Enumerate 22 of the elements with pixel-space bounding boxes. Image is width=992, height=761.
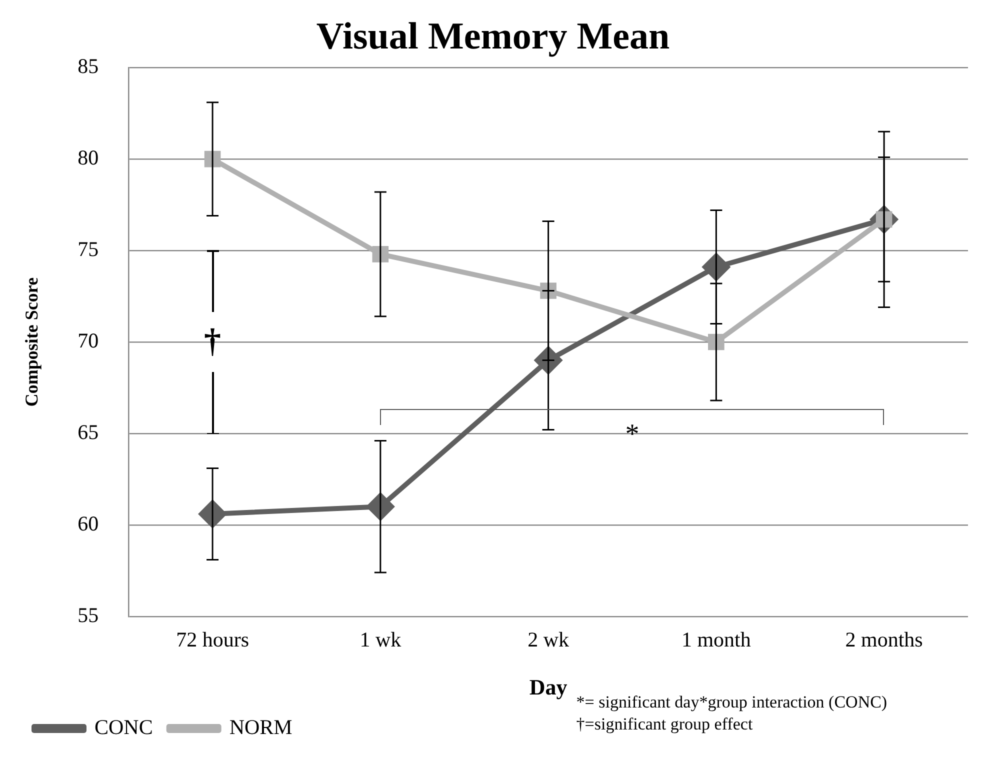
text: †=significant group effect <box>576 714 753 734</box>
y-axis-title: Composite Score <box>21 277 42 407</box>
y-tick-label: 55 <box>78 602 99 627</box>
x-tick-label: 72 hours <box>176 628 249 652</box>
x-axis-title: Day <box>529 674 568 700</box>
y-tick-label: 60 <box>78 511 99 536</box>
x-tick-label: 1 wk <box>360 628 402 652</box>
chart-title: Visual Memory Mean <box>316 16 670 58</box>
x-tick-label: 2 months <box>845 628 923 652</box>
y-tick-label: 70 <box>78 328 99 353</box>
y-tick-label: 85 <box>78 54 99 78</box>
x-tick-label: 2 wk <box>528 628 570 652</box>
annotation: * <box>624 418 640 452</box>
text: *= significant day*group interaction (CONC) <box>576 692 888 712</box>
legend-label: NORM <box>229 715 293 740</box>
point <box>702 254 730 280</box>
legend-label: CONC <box>94 715 153 740</box>
y-tick-label: 75 <box>78 237 99 262</box>
x-tick-label: 1 month <box>681 628 752 652</box>
annotation: † <box>203 322 222 362</box>
y-tick-label: 65 <box>78 420 99 444</box>
y-tick-label: 80 <box>78 146 99 170</box>
